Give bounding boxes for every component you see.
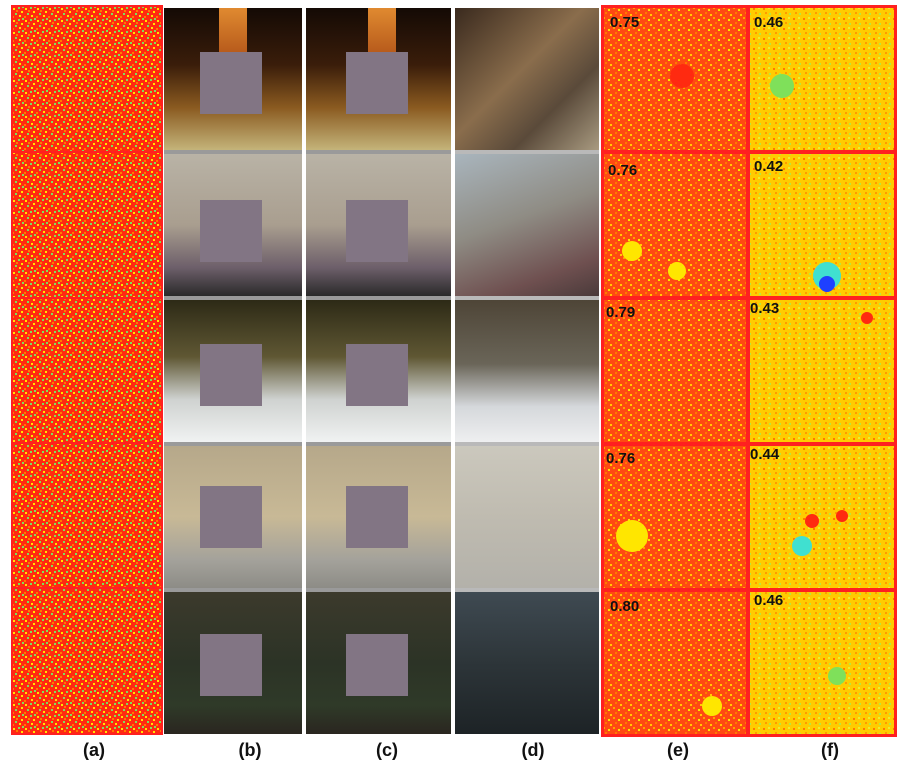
row5-c-image — [306, 592, 451, 734]
score-f-row3: 0.43 — [750, 300, 780, 317]
label-b: (b) — [238, 740, 262, 760]
row1-d-image — [455, 8, 599, 150]
row3-b-image — [164, 300, 302, 442]
noise-pattern-svg — [12, 6, 162, 734]
score-e-row5: 0.80 — [610, 598, 640, 615]
label-f: (f) — [821, 740, 839, 760]
row2-b-image — [164, 154, 302, 296]
score-e-row2: 0.76 — [608, 162, 638, 179]
row2-c-image — [306, 154, 451, 296]
column-d-reconstructions — [455, 8, 599, 734]
row5-d-image — [455, 592, 599, 734]
label-a: (a) — [83, 740, 105, 760]
heatmap-grid-svg — [604, 8, 894, 734]
score-f-row4: 0.44 — [750, 446, 780, 463]
label-d: (d) — [521, 740, 545, 760]
column-c-masked-inputs — [306, 8, 451, 734]
row4-d-image — [455, 446, 599, 588]
score-f-row5: 0.46 — [754, 592, 784, 609]
row4-c-image — [306, 446, 451, 588]
score-f-row1: 0.46 — [754, 14, 784, 31]
row3-c-image — [306, 300, 451, 442]
row1-c-image — [306, 8, 451, 150]
column-a-noise-strip — [11, 5, 163, 735]
row5-b-image — [164, 592, 302, 734]
column-b-masked-inputs — [164, 8, 302, 734]
row1-b-image — [164, 8, 302, 150]
score-e-row4: 0.76 — [606, 450, 636, 467]
label-c: (c) — [376, 740, 398, 760]
score-f-row2: 0.42 — [754, 158, 784, 175]
heatmap-block: 0.75 0.76 0.79 0.76 0.80 0.46 0.42 0.43 … — [601, 5, 897, 737]
score-e-row1: 0.75 — [610, 14, 640, 31]
label-e: (e) — [667, 740, 689, 760]
score-e-row3: 0.79 — [606, 304, 636, 321]
row3-d-image — [455, 300, 599, 442]
row4-b-image — [164, 446, 302, 588]
row2-d-image — [455, 154, 599, 296]
